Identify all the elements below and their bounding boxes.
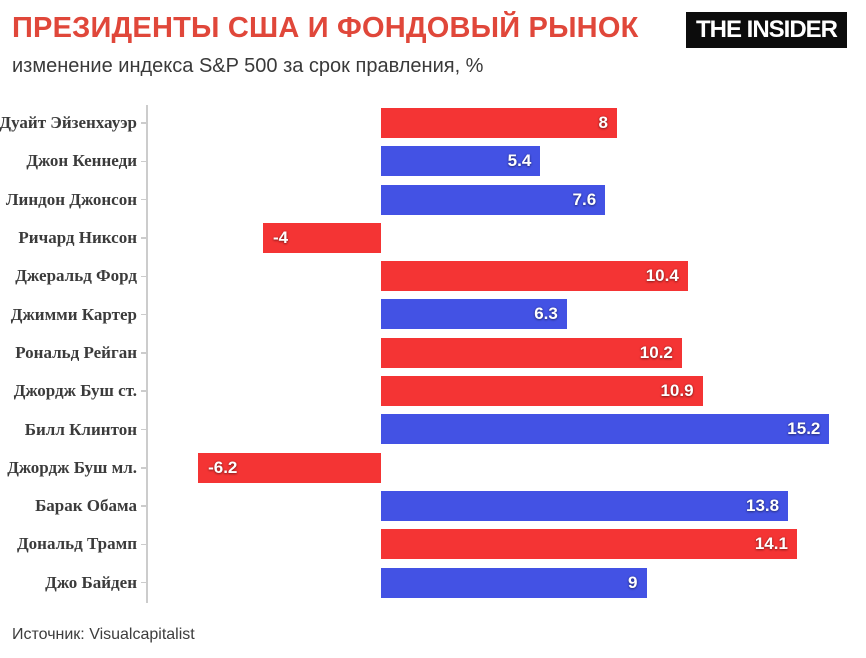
category-label: Рональд Рейган	[15, 342, 137, 362]
bar-democrat: 5.4	[381, 146, 541, 177]
category-label: Дональд Трамп	[16, 534, 137, 554]
bar-value-label: 10.2	[639, 342, 673, 362]
page-title: ПРЕЗИДЕНТЫ США И ФОНДОВЫЙ РЫНОК	[12, 12, 639, 44]
bar-value-label: 15.2	[787, 419, 821, 439]
bar-value-label: 7.6	[572, 189, 597, 209]
plot-area: 9	[147, 564, 866, 602]
bar-row: Барак Обама 13.8	[0, 487, 866, 525]
y-axis-line	[146, 105, 148, 603]
bar-value-label: -4	[273, 227, 289, 247]
category-label: Ричард Никсон	[18, 228, 137, 248]
bar-value-label: -6.2	[208, 457, 238, 477]
bar-republican: -6.2	[198, 452, 381, 483]
category-label: Билл Клинтон	[24, 419, 137, 439]
bar-row: Линдон Джонсон 7.6	[0, 181, 866, 219]
bar-value-label: 10.9	[660, 381, 694, 401]
category-label: Джордж Буш ст.	[13, 381, 137, 401]
bar-value-label: 8	[598, 113, 608, 132]
bar-chart: Дуайт Эйзенхауэр 8 Джон Кеннеди 5.4 Линдон Д…	[0, 104, 866, 603]
plot-area: 10.9	[147, 372, 866, 410]
bar-row: Джеральд Форд 10.4	[0, 257, 866, 295]
bar-row: Джон Кеннеди 5.4	[0, 142, 866, 180]
bar-republican: 8	[381, 108, 617, 138]
bar-republican: 10.2	[381, 337, 682, 368]
category-label: Джон Кеннеди	[26, 151, 137, 171]
bar-republican: 14.1	[381, 529, 797, 560]
category-label: Джордж Буш мл.	[7, 457, 137, 477]
plot-area: -4	[147, 219, 866, 257]
bar-row: Джимми Картер 6.3	[0, 295, 866, 333]
bar-democrat: 13.8	[381, 490, 789, 521]
bar-democrat: 6.3	[381, 299, 567, 330]
bar-value-label: 5.4	[507, 151, 532, 171]
plot-area: 14.1	[147, 525, 866, 563]
bar-democrat: 7.6	[381, 184, 606, 215]
plot-area: 5.4	[147, 142, 866, 180]
bar-value-label: 10.4	[645, 266, 679, 286]
plot-area: 7.6	[147, 181, 866, 219]
bar-value-label: 9	[628, 572, 638, 592]
category-label: Барак Обама	[35, 496, 137, 516]
bar-row: Ричард Никсон -4	[0, 219, 866, 257]
plot-area: 15.2	[147, 410, 866, 448]
bar-republican: 10.9	[381, 376, 703, 407]
bar-row: Джордж Буш ст. 10.9	[0, 372, 866, 410]
plot-area: 10.4	[147, 257, 866, 295]
source-note: Источник: Visualcapitalist	[12, 626, 195, 643]
category-label: Линдон Джонсон	[5, 189, 137, 209]
bar-republican: 10.4	[381, 261, 688, 292]
bar-row: Дуайт Эйзенхауэр 8	[0, 104, 866, 142]
category-label: Джимми Картер	[10, 304, 137, 324]
bar-row: Джо Байден 9	[0, 564, 866, 602]
bar-republican: -4	[263, 222, 381, 253]
bar-value-label: 13.8	[746, 495, 780, 515]
bar-democrat: 15.2	[381, 414, 830, 445]
plot-area: -6.2	[147, 449, 866, 487]
category-label: Джеральд Форд	[15, 266, 137, 286]
category-label: Джо Байден	[45, 572, 137, 592]
bar-row: Джордж Буш мл. -6.2	[0, 449, 866, 487]
chart-rows: Дуайт Эйзенхауэр 8 Джон Кеннеди 5.4 Линдон Д…	[0, 104, 866, 602]
bar-democrat: 9	[381, 567, 647, 598]
plot-area: 8	[147, 104, 866, 142]
page-subtitle: изменение индекса S&P 500 за срок правле…	[12, 55, 484, 77]
bar-row: Рональд Рейган 10.2	[0, 334, 866, 372]
brand-logo: THE INSIDER	[685, 12, 847, 48]
plot-area: 6.3	[147, 295, 866, 333]
bar-value-label: 14.1	[754, 534, 788, 554]
category-label: Дуайт Эйзенхауэр	[0, 113, 137, 133]
bar-row: Билл Клинтон 15.2	[0, 410, 866, 448]
bar-row: Дональд Трамп 14.1	[0, 525, 866, 563]
plot-area: 10.2	[147, 334, 866, 372]
plot-area: 13.8	[147, 487, 866, 525]
bar-value-label: 6.3	[534, 304, 558, 324]
